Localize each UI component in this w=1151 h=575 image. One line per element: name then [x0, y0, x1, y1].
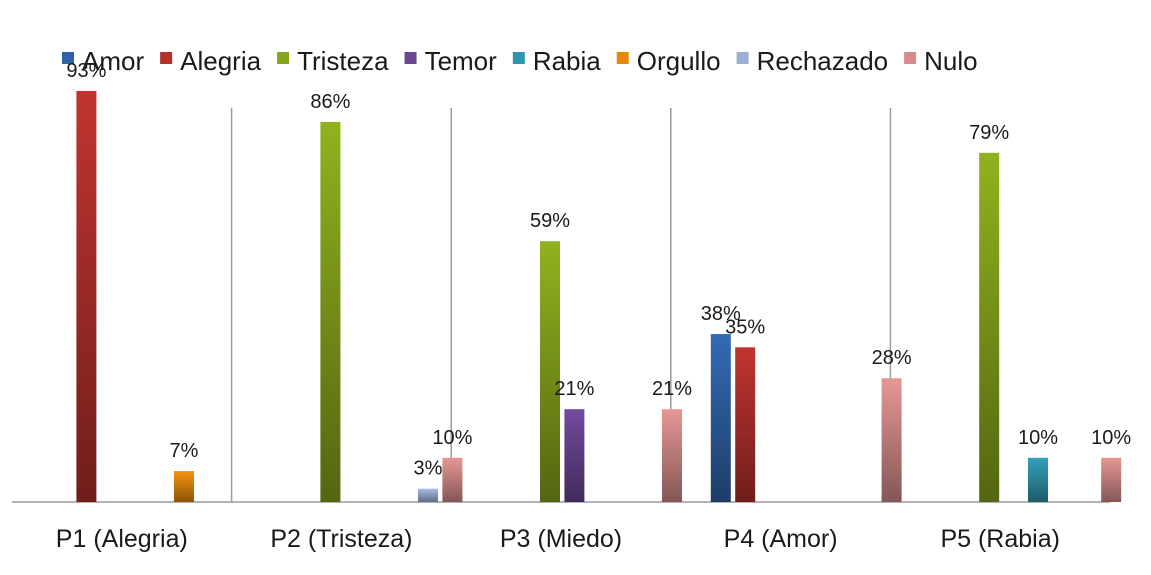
- bar-tristeza-p5-rabia: [979, 152, 1000, 502]
- data-label-alegria-p1-alegria: 93%: [66, 60, 106, 82]
- category-label-p2-tristeza: P2 (Tristeza): [270, 525, 412, 553]
- data-label-temor-p3-miedo: 21%: [554, 378, 594, 400]
- legend-item-nulo: Nulo: [904, 46, 978, 76]
- legend-swatch-rechazado: [736, 52, 749, 64]
- bar-nulo-p3-miedo: [662, 409, 682, 502]
- data-label-amor-p4-amor: 38%: [701, 303, 741, 325]
- data-label-nulo-p2-tristeza: 10%: [432, 427, 472, 449]
- data-label-rabia-p5-rabia: 10%: [1018, 427, 1058, 449]
- legend-label-rabia: Rabia: [533, 46, 601, 76]
- legend-swatch-tristeza: [277, 52, 290, 64]
- legend-swatch-alegria: [160, 52, 173, 64]
- bars: [76, 90, 1122, 502]
- legend-item-rabia: Rabia: [512, 46, 601, 76]
- data-label-tristeza-p2-tristeza: 86%: [310, 91, 350, 113]
- data-label-nulo-p3-miedo: 21%: [652, 378, 692, 400]
- legend-swatch-rabia: [512, 52, 525, 64]
- legend-item-temor: Temor: [404, 46, 498, 76]
- legend-label-alegria: Alegria: [180, 46, 261, 76]
- data-label-alegria-p4-amor: 35%: [725, 316, 765, 338]
- legend-swatch-orgullo: [616, 52, 629, 64]
- category-label-p5-rabia: P5 (Rabia): [940, 525, 1060, 553]
- bar-rabia-p5-rabia: [1028, 457, 1048, 502]
- legend-label-tristeza: Tristeza: [297, 46, 389, 76]
- data-label-nulo-p4-amor: 28%: [872, 347, 912, 369]
- legend-item-tristeza: Tristeza: [277, 46, 389, 76]
- bar-nulo-p2-tristeza: [442, 457, 463, 502]
- legend-item-amor: Amor: [62, 46, 144, 76]
- legend-item-orgullo: Orgullo: [616, 46, 721, 76]
- data-label-orgullo-p1-alegria: 7%: [170, 440, 199, 462]
- category-label-p1-alegria: P1 (Alegria): [56, 525, 188, 553]
- legend-label-nulo: Nulo: [924, 46, 977, 76]
- bar-alegria-p4-amor: [735, 347, 756, 502]
- data-labels: 93% 7% 86% 3% 10% 59% 21% 21% 38%35% 28% 79% 10% 10%: [66, 60, 1131, 480]
- legend-label-rechazado: Rechazado: [757, 46, 889, 76]
- legend-item-alegria: Alegria: [160, 46, 262, 76]
- legend-swatch-nulo: [904, 52, 917, 64]
- bar-tristeza-p2-tristeza: [320, 121, 341, 502]
- bar-nulo-p5-rabia: [1101, 457, 1122, 502]
- data-label-tristeza-p3-miedo: 59%: [530, 210, 570, 232]
- data-label-rechazado-p2-tristeza: 3%: [414, 458, 443, 480]
- bar-nulo-p4-amor: [881, 378, 902, 502]
- bar-amor-p4-amor: [710, 334, 731, 502]
- legend-label-amor: Amor: [82, 46, 144, 76]
- legend-label-temor: Temor: [425, 46, 498, 76]
- legend-item-rechazado: Rechazado: [736, 46, 889, 76]
- legend-swatch-amor: [62, 52, 74, 64]
- legend-swatch-temor: [404, 52, 417, 64]
- category-label-p3-miedo: P3 (Miedo): [500, 525, 622, 553]
- bar-rechazado-p2-tristeza: [418, 488, 438, 502]
- legend: Amor Alegria Tristeza Temor Rabia Orgullo Rech…: [62, 46, 978, 76]
- bar-orgullo-p1-alegria: [174, 471, 194, 502]
- category-labels: P1 (Alegria) P2 (Tristeza) P3 (Miedo) P4 (A…: [56, 525, 1060, 553]
- bar-temor-p3-miedo: [564, 409, 585, 502]
- bar-tristeza-p3-miedo: [540, 241, 560, 502]
- data-label-tristeza-p5-rabia: 79%: [969, 122, 1009, 144]
- data-label-nulo-p5-rabia: 10%: [1091, 427, 1131, 449]
- legend-label-orgullo: Orgullo: [637, 46, 721, 76]
- bar-alegria-p1-alegria: [76, 90, 97, 502]
- category-label-p4-amor: P4 (Amor): [724, 525, 838, 553]
